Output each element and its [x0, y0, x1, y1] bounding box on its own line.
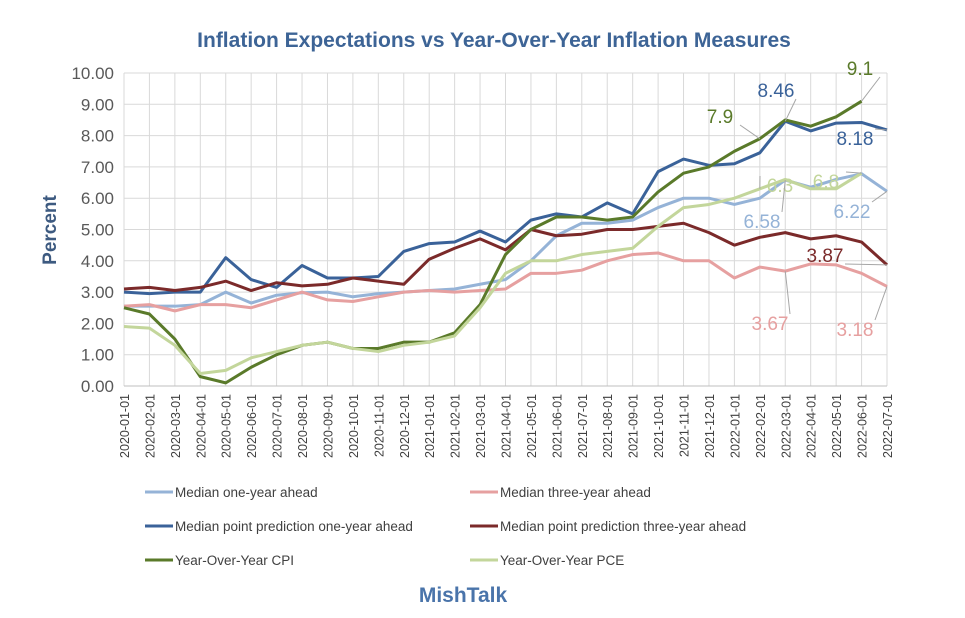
annotation-leader — [874, 286, 888, 321]
x-tick-label: 2022-07-01 — [881, 394, 895, 458]
data-label: 7.9 — [707, 107, 733, 128]
x-tick-label: 2020-11-01 — [372, 394, 386, 457]
x-tick-label: 2021-02-01 — [449, 394, 463, 458]
legend-label: Median point prediction three-year ahead — [500, 519, 746, 534]
series-line-0 — [124, 172, 888, 308]
x-tick-label: 2020-01-01 — [118, 394, 132, 458]
y-axis-label: Percent — [40, 194, 61, 264]
y-tick-label: 2.00 — [81, 314, 114, 333]
x-tick-label: 2020-09-01 — [321, 394, 335, 458]
x-tick-label: 2020-08-01 — [296, 394, 310, 458]
legend-label: Median point prediction one-year ahead — [175, 519, 413, 534]
data-label: 3.67 — [752, 314, 789, 335]
x-tick-label: 2020-02-01 — [143, 394, 157, 458]
y-tick-label: 10.00 — [71, 64, 114, 83]
data-label: 8.46 — [758, 81, 795, 102]
x-tick-label: 2021-09-01 — [627, 394, 641, 458]
y-tick-label: 0.00 — [81, 377, 114, 396]
data-label: 6.22 — [834, 202, 871, 223]
y-tick-label: 3.00 — [81, 283, 114, 302]
x-tick-label: 2021-01-01 — [423, 394, 437, 458]
chart-title: Inflation Expectations vs Year-Over-Year… — [197, 29, 791, 52]
x-tick-label: 2020-05-01 — [220, 394, 234, 458]
annotation-leader — [784, 271, 791, 315]
x-tick-label: 2020-06-01 — [245, 394, 259, 458]
data-label: 9.1 — [847, 59, 873, 80]
x-tick-label: 2020-07-01 — [271, 394, 285, 458]
x-tick-label: 2022-03-01 — [779, 394, 793, 458]
series-line-1 — [123, 251, 888, 313]
data-label: 6.58 — [744, 212, 781, 233]
y-tick-label: 4.00 — [81, 252, 114, 271]
annotation-leader — [739, 124, 761, 140]
x-tick-label: 2022-01-01 — [728, 394, 742, 458]
annotation-leader — [784, 98, 797, 122]
footer-brand: MishTalk — [419, 584, 508, 607]
data-label: 3.87 — [807, 246, 844, 267]
x-tick-label: 2021-12-01 — [703, 394, 717, 458]
y-tick-label: 6.00 — [81, 189, 114, 208]
legend-label: Year-Over-Year PCE — [500, 553, 624, 568]
data-label: 6.3 — [767, 176, 793, 197]
x-tick-label: 2022-06-01 — [856, 394, 870, 458]
annotation-leader — [861, 76, 881, 102]
y-tick-label: 9.00 — [81, 95, 114, 114]
legend-label: Median three-year ahead — [500, 485, 651, 500]
x-tick-label: 2021-03-01 — [474, 394, 488, 458]
x-tick-label: 2021-04-01 — [500, 394, 514, 458]
y-tick-label: 5.00 — [81, 221, 114, 240]
x-tick-label: 2021-07-01 — [576, 394, 590, 458]
x-tick-label: 2021-11-01 — [678, 394, 692, 457]
x-tick-label: 2020-10-01 — [347, 394, 361, 458]
series-line-5 — [123, 171, 863, 375]
data-label: 8.18 — [837, 129, 874, 150]
x-tick-label: 2022-02-01 — [754, 394, 768, 458]
x-tick-label: 2021-06-01 — [550, 394, 564, 458]
x-tick-label: 2022-04-01 — [805, 394, 819, 458]
x-tick-label: 2020-04-01 — [194, 394, 208, 458]
annotation-leader — [871, 190, 888, 203]
y-tick-label: 1.00 — [81, 346, 114, 365]
x-tick-label: 2021-10-01 — [652, 394, 666, 458]
annotation-leader — [845, 171, 862, 174]
annotation-leader — [844, 263, 888, 266]
x-tick-label: 2020-03-01 — [169, 394, 183, 458]
series-line-2 — [123, 119, 888, 296]
y-tick-label: 8.00 — [81, 127, 114, 146]
x-tick-label: 2020-12-01 — [398, 394, 412, 458]
legend-label: Year-Over-Year CPI — [175, 553, 294, 568]
annotation-leader — [781, 179, 786, 213]
legend-label: Median one-year ahead — [175, 485, 318, 500]
data-label: 3.18 — [837, 320, 874, 341]
data-label: 6.8 — [813, 172, 839, 193]
y-tick-label: 7.00 — [81, 158, 114, 177]
x-tick-label: 2021-08-01 — [601, 394, 615, 458]
x-tick-label: 2022-05-01 — [830, 394, 844, 458]
annotation-leader — [874, 128, 888, 131]
series-line-4 — [123, 99, 863, 385]
x-tick-label: 2021-05-01 — [525, 394, 539, 458]
series-line-3 — [123, 221, 889, 293]
